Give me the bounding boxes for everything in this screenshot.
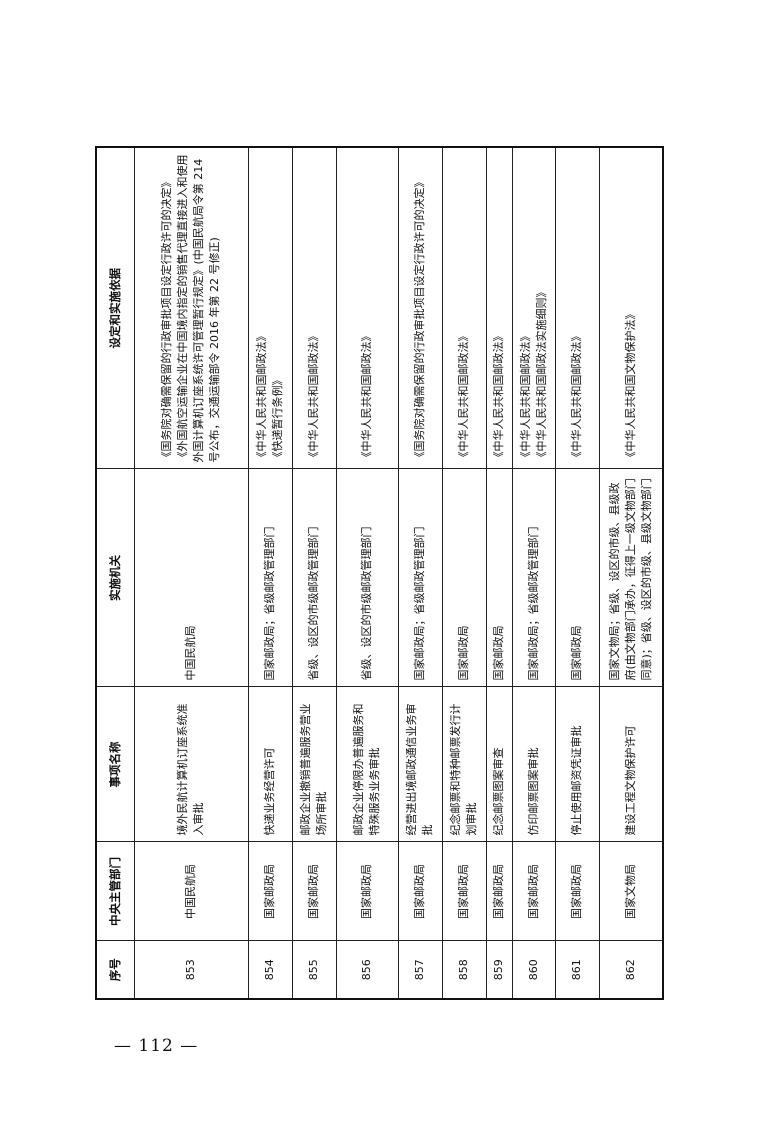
row-number: 858 [442, 941, 486, 999]
row-number: 862 [599, 941, 663, 999]
basis-line: 《中华人民共和国邮政法》 [307, 330, 320, 463]
header-dept: 中央主管部门 [96, 842, 134, 941]
row-dept: 国家邮政局 [292, 842, 336, 941]
row-basis: 《中华人民共和国邮政法》 [292, 147, 336, 469]
row-item-name: 建设工程文物保护许可 [599, 687, 663, 842]
row-dept: 国家文物局 [599, 842, 663, 941]
row-item-name: 经营进出境邮政通信业务审批 [398, 687, 442, 842]
row-item-name: 仿印邮票图案审批 [512, 687, 555, 842]
header-item: 事项名称 [96, 687, 134, 842]
row-item-name: 邮政企业撤销普遍服务营业场所审批 [292, 687, 336, 842]
header-agency: 实施机关 [96, 469, 134, 687]
table-row: 854 国家邮政局 快递业务经营许可 国家邮政局；省级邮政管理部门 《中华人民共和国邮政… [248, 147, 292, 999]
row-agency: 国家邮政局 [442, 469, 486, 687]
rotated-table-container: 序号 中央主管部门 事项名称 实施机关 设定和实施依据 853 中国民航局 境外民航… [95, 146, 664, 1000]
row-dept: 国家邮政局 [336, 842, 398, 941]
row-item-name: 境外民航计算机订座系统准入审批 [134, 687, 248, 842]
table-row: 856 国家邮政局 邮政企业停限办普遍服务和特殊服务业务审批 省级、设区的市级邮政管理… [336, 147, 398, 999]
basis-line: 《中华人民共和国邮政法》 [492, 330, 505, 463]
row-agency: 省级、设区的市级邮政管理部门 [292, 469, 336, 687]
basis-line: 《中华人民共和国邮政法》 [255, 330, 268, 463]
header-basis: 设定和实施依据 [96, 147, 134, 469]
basis-line: 《中华人民共和国邮政法实施细则》 [534, 286, 548, 463]
row-number: 853 [134, 941, 248, 999]
row-dept: 国家邮政局 [555, 842, 599, 941]
administrative-licensing-table: 序号 中央主管部门 事项名称 实施机关 设定和实施依据 853 中国民航局 境外民航… [95, 146, 664, 1000]
table-row: 860 国家邮政局 仿印邮票图案审批 国家邮政局；省级邮政管理部门 《中华人民共和国邮政… [512, 147, 555, 999]
table-row: 862 国家文物局 建设工程文物保护许可 国家文物局；省级、设区的市级、县级政府(由文… [599, 147, 663, 999]
row-agency: 国家文物局；省级、设区的市级、县级政府(由文物部门承办，征得上一级文物部门同意)… [599, 469, 663, 687]
row-basis: 《中华人民共和国邮政法》 [555, 147, 599, 469]
row-dept: 国家邮政局 [512, 842, 555, 941]
row-item-name: 停止使用邮资凭证审批 [555, 687, 599, 842]
table-row: 857 国家邮政局 经营进出境邮政通信业务审批 国家邮政局；省级邮政管理部门 《国务院对… [398, 147, 442, 999]
basis-line: 《中华人民共和国邮政法》 [457, 330, 470, 463]
basis-line: 《国务院对确需保留的行政审批项目设定行政许可的决定》 [413, 176, 426, 463]
row-number: 856 [336, 941, 398, 999]
table-row: 853 中国民航局 境外民航计算机订座系统准入审批 中国民航局 《国务院对确需保留的行政… [134, 147, 248, 999]
row-basis: 《中华人民共和国邮政法》 《快递暂行条例》 [248, 147, 292, 469]
row-basis: 《国务院对确需保留的行政审批项目设定行政许可的决定》 《外国航空运输企业在中国境内… [134, 147, 248, 469]
row-agency: 省级、设区的市级邮政管理部门 [336, 469, 398, 687]
row-agency: 国家邮政局 [555, 469, 599, 687]
row-number: 855 [292, 941, 336, 999]
basis-line: 《中华人民共和国邮政法》 [570, 330, 583, 463]
row-item-name: 邮政企业停限办普遍服务和特殊服务业务审批 [336, 687, 398, 842]
row-basis: 《中华人民共和国文物保护法》 [599, 147, 663, 469]
basis-line: 《中华人民共和国邮政法》 [518, 330, 532, 463]
basis-line: 《国务院对确需保留的行政审批项目设定行政许可的决定》 [160, 176, 173, 463]
row-agency: 国家邮政局 [486, 469, 512, 687]
basis-line: 《外国航空运输企业在中国境内指定的销售代理直接进入和使用外国计算机订座系统许可管… [176, 154, 221, 463]
table-row: 859 国家邮政局 纪念邮票图案审查 国家邮政局 《中华人民共和国邮政法》 [486, 147, 512, 999]
table-row: 855 国家邮政局 邮政企业撤销普遍服务营业场所审批 省级、设区的市级邮政管理部门 《中… [292, 147, 336, 999]
row-dept: 国家邮政局 [398, 842, 442, 941]
row-number: 860 [512, 941, 555, 999]
page-number: — 112 — [114, 1036, 199, 1056]
row-basis: 《中华人民共和国邮政法》 [486, 147, 512, 469]
row-dept: 国家邮政局 [442, 842, 486, 941]
row-basis: 《中华人民共和国邮政法》 《中华人民共和国邮政法实施细则》 [512, 147, 555, 469]
basis-line: 《快递暂行条例》 [271, 374, 284, 463]
row-agency: 中国民航局 [134, 469, 248, 687]
row-agency: 国家邮政局；省级邮政管理部门 [512, 469, 555, 687]
row-dept: 国家邮政局 [248, 842, 292, 941]
row-item-name: 纪念邮票图案审查 [486, 687, 512, 842]
header-row: 序号 中央主管部门 事项名称 实施机关 设定和实施依据 [96, 147, 134, 999]
table-row: 858 国家邮政局 纪念邮票和特种邮票发行计划审批 国家邮政局 《中华人民共和国邮政法》 [442, 147, 486, 999]
row-item-name: 快递业务经营许可 [248, 687, 292, 842]
row-number: 859 [486, 941, 512, 999]
row-agency: 国家邮政局；省级邮政管理部门 [248, 469, 292, 687]
row-basis: 《中华人民共和国邮政法》 [336, 147, 398, 469]
header-no: 序号 [96, 941, 134, 999]
row-number: 861 [555, 941, 599, 999]
row-basis: 《国务院对确需保留的行政审批项目设定行政许可的决定》 [398, 147, 442, 469]
row-basis: 《中华人民共和国邮政法》 [442, 147, 486, 469]
row-dept: 国家邮政局 [486, 842, 512, 941]
basis-line: 《中华人民共和国邮政法》 [360, 330, 373, 463]
row-dept: 中国民航局 [134, 842, 248, 941]
row-item-name: 纪念邮票和特种邮票发行计划审批 [442, 687, 486, 842]
row-number: 857 [398, 941, 442, 999]
table-row: 861 国家邮政局 停止使用邮资凭证审批 国家邮政局 《中华人民共和国邮政法》 [555, 147, 599, 999]
row-agency: 国家邮政局；省级邮政管理部门 [398, 469, 442, 687]
basis-line: 《中华人民共和国文物保护法》 [623, 308, 637, 463]
row-number: 854 [248, 941, 292, 999]
